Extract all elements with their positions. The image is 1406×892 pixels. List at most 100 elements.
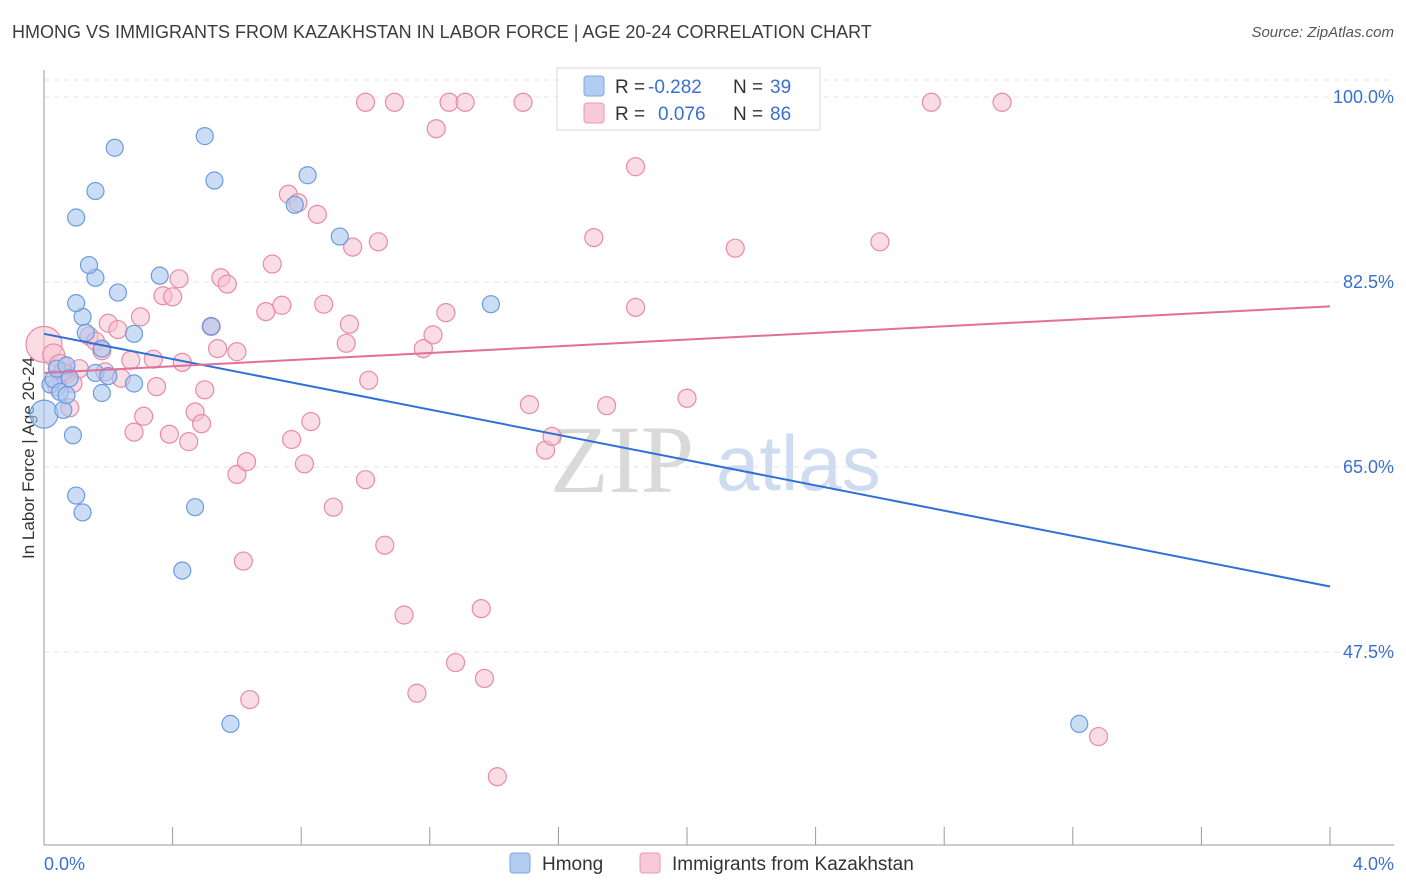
kazakhstan-point xyxy=(439,92,459,112)
kazakhstan-point xyxy=(455,92,475,112)
hmong-point xyxy=(195,127,214,146)
kazakhstan-point xyxy=(272,295,292,315)
x-axis-tick-labels: 0.0% 4.0% xyxy=(44,854,1394,874)
hmong-trend-line xyxy=(43,332,1331,588)
series-legend-label-kazakhstan: Immigrants from Kazakhstan xyxy=(672,854,914,875)
y-tick-label: 82.5% xyxy=(1343,272,1394,292)
kazakhstan-point xyxy=(121,350,141,370)
legend-n-label-kazakhstan: N = xyxy=(733,104,763,125)
hmong-point xyxy=(481,295,500,314)
hmong-point xyxy=(108,283,128,302)
kazakhstan-point xyxy=(474,668,495,689)
kazakhstan-point xyxy=(227,342,247,362)
kazakhstan-point xyxy=(423,325,443,345)
hmong-point xyxy=(186,498,205,517)
kazakhstan-point xyxy=(236,452,257,472)
legend-r-label-hmong: R = xyxy=(615,77,645,98)
kazakhstan-point xyxy=(921,92,941,112)
kazakhstan-point xyxy=(355,92,376,112)
series-legend-label-hmong: Hmong xyxy=(542,854,603,875)
kazakhstan-point xyxy=(394,605,414,625)
kazakhstan-point xyxy=(677,388,697,408)
chart-source: Source: ZipAtlas.com xyxy=(1251,24,1394,41)
kazakhstan-trend-line xyxy=(43,305,1331,374)
kazakhstan-point xyxy=(725,238,745,258)
kazakhstan-point xyxy=(487,767,507,787)
kazakhstan-point xyxy=(191,414,212,434)
kazakhstan-point xyxy=(1088,726,1109,747)
kazakhstan-point xyxy=(992,92,1012,112)
series-legend-swatch-kazakhstan xyxy=(639,852,661,874)
watermark-zip: ZIP xyxy=(550,406,694,513)
hmong-point xyxy=(285,195,304,214)
legend-n-value-hmong: 39 xyxy=(770,77,791,98)
hmong-point xyxy=(67,208,86,227)
kazakhstan-point xyxy=(625,157,646,177)
series-legend: Hmong Immigrants from Kazakhstan xyxy=(509,852,914,875)
kazakhstan-point xyxy=(426,119,446,139)
kazakhstan-point xyxy=(124,422,144,442)
hmong-point xyxy=(173,561,192,580)
series-legend-swatch-hmong xyxy=(509,852,531,874)
kazakhstan-point xyxy=(471,599,491,619)
hmong-point xyxy=(76,323,95,342)
hmong-point xyxy=(63,426,83,445)
hmong-point xyxy=(54,400,73,420)
legend-r-label-kazakhstan: R = xyxy=(615,104,645,125)
kazakhstan-point xyxy=(169,269,189,289)
x-tick-label-max: 4.0% xyxy=(1353,854,1394,874)
kazakhstan-point xyxy=(314,294,334,314)
trend-lines xyxy=(43,305,1331,588)
kazakhstan-point xyxy=(256,302,276,322)
legend-r-value-kazakhstan: 0.076 xyxy=(658,104,706,125)
watermark: ZIP atlas xyxy=(550,406,881,513)
kazakhstan-point xyxy=(281,429,302,450)
y-tick-label: 100.0% xyxy=(1333,87,1394,107)
kazakhstan-point xyxy=(597,396,617,416)
kazakhstan-point xyxy=(233,551,253,571)
y-axis-tick-labels: 47.5% 65.0% 82.5% 100.0% xyxy=(1333,87,1394,662)
x-axis-ticks xyxy=(43,827,1331,845)
kazakhstan-point xyxy=(179,432,199,452)
kazakhstan-point xyxy=(134,406,154,426)
legend-swatch-kazakhstan xyxy=(583,102,605,124)
kazakhstan-point xyxy=(355,470,376,490)
kazakhstan-point xyxy=(513,92,533,112)
hmong-point xyxy=(67,294,86,313)
hmong-point xyxy=(86,181,105,201)
kazakhstan-point xyxy=(436,303,456,323)
hmong-point xyxy=(124,374,144,393)
kazakhstan-point xyxy=(407,683,427,703)
kazakhstan-point xyxy=(217,274,237,294)
kazakhstan-point xyxy=(336,333,356,353)
x-tick-label-min: 0.0% xyxy=(44,854,85,874)
hmong-point xyxy=(67,486,86,505)
kazakhstan-point xyxy=(143,349,163,369)
hmong-point xyxy=(1070,714,1089,733)
kazakhstan-point xyxy=(368,232,388,252)
kazakhstan-point xyxy=(307,204,327,224)
kazakhstan-point xyxy=(323,497,343,517)
kazakhstan-point xyxy=(519,395,540,415)
legend-n-value-kazakhstan: 86 xyxy=(770,104,791,125)
hmong-point xyxy=(330,227,349,246)
y-tick-label: 47.5% xyxy=(1343,642,1394,662)
hmong-point xyxy=(202,317,221,336)
kazakhstan-point xyxy=(870,232,890,252)
kazakhstan-point xyxy=(359,370,379,390)
hmong-point xyxy=(99,366,118,386)
kazakhstan-point xyxy=(384,92,405,112)
kazakhstan-point xyxy=(146,377,167,397)
hmong-point xyxy=(79,255,99,275)
y-tick-label: 65.0% xyxy=(1343,457,1394,477)
legend-n-label-hmong: N = xyxy=(733,77,763,98)
legend-r-value-hmong: -0.282 xyxy=(648,77,702,98)
hmong-point xyxy=(57,386,76,405)
kazakhstan-point xyxy=(375,535,395,555)
hmong-point xyxy=(92,383,111,403)
kazakhstan-point xyxy=(445,652,466,673)
hmong-point xyxy=(205,171,224,190)
kazakhstan-point xyxy=(130,307,151,327)
kazakhstan-point xyxy=(208,339,228,359)
